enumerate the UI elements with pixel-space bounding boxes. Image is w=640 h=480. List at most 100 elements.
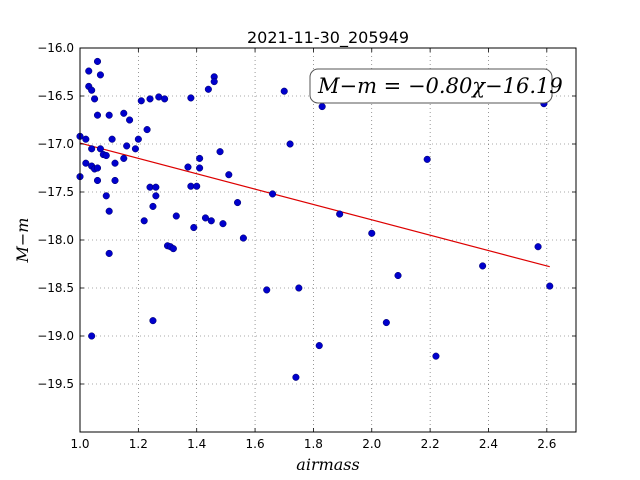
points-layer (76, 57, 554, 381)
data-point (102, 192, 110, 200)
data-point (234, 199, 242, 207)
x-tick-label: 1.6 (246, 437, 265, 451)
data-point (286, 140, 294, 148)
data-point (187, 94, 195, 102)
y-tick-label: −18.5 (37, 281, 74, 295)
data-point (269, 190, 277, 198)
grid (79, 47, 576, 432)
data-point (149, 317, 157, 325)
ticks: 1.0 1.2 1.4 1.6 1.8 2.0 2.2 2.4 2.6 −16.0 −16.5 −17… (37, 41, 576, 451)
data-point (105, 207, 113, 215)
annotation-box (309, 68, 553, 104)
data-point (111, 159, 119, 167)
x-tick-label: 1.2 (129, 437, 148, 451)
data-point (318, 103, 326, 111)
data-point (546, 282, 554, 290)
x-axis-label: airmass (296, 455, 359, 474)
data-point (368, 229, 376, 237)
data-point (336, 210, 344, 218)
data-point (93, 176, 102, 185)
data-point (152, 192, 160, 200)
data-point (219, 220, 227, 228)
data-point (137, 97, 145, 105)
data-point (239, 234, 247, 242)
data-point (295, 284, 303, 292)
chart-title: 2021-11-30_205949 (247, 28, 409, 48)
data-point (140, 217, 148, 225)
data-point (96, 71, 104, 79)
y-tick-label: −16.5 (37, 89, 74, 103)
plot-frame (79, 47, 577, 433)
data-point (126, 116, 134, 124)
data-point (534, 243, 542, 251)
data-point (382, 319, 390, 327)
data-point (423, 155, 431, 163)
x-tick-label: 2.6 (537, 437, 556, 451)
data-point (85, 67, 93, 75)
data-point (93, 164, 102, 172)
data-point (263, 286, 271, 294)
data-point (93, 111, 102, 119)
data-point (108, 135, 116, 143)
fit-equation: M−m = −0.80χ−16.19 (317, 74, 563, 98)
data-point (93, 57, 102, 65)
data-point (280, 87, 288, 95)
x-tick-label: 2.2 (421, 437, 440, 451)
y-tick-label: −18.0 (37, 233, 74, 247)
data-point (193, 182, 201, 190)
fit-line-layer (79, 142, 550, 268)
y-tick-label: −16.0 (37, 41, 74, 55)
data-point (120, 109, 128, 117)
data-point (134, 135, 142, 143)
data-point (111, 176, 119, 185)
data-point (82, 159, 90, 167)
data-point (315, 342, 323, 350)
data-point (105, 111, 113, 119)
y-axis-label: M−m (13, 218, 32, 264)
data-point (201, 214, 210, 222)
data-point (394, 271, 402, 280)
x-tick-label: 2.4 (479, 437, 498, 451)
data-point (123, 142, 131, 150)
data-point (91, 95, 99, 103)
data-point (105, 249, 113, 257)
data-point (149, 202, 157, 210)
x-tick-label: 1.0 (70, 437, 89, 451)
data-point (88, 332, 96, 340)
data-point (190, 223, 198, 232)
data-point (146, 95, 154, 103)
data-point (102, 151, 110, 160)
data-point (161, 95, 169, 103)
data-point (210, 78, 218, 86)
annotation: M−m = −0.80χ−16.19 (309, 68, 563, 104)
data-point (196, 154, 204, 162)
y-tick-label: −17.5 (37, 185, 74, 199)
data-point (216, 148, 224, 156)
data-point (88, 86, 96, 94)
y-tick-label: −19.0 (37, 329, 74, 343)
data-point (196, 164, 204, 172)
data-point (204, 85, 212, 93)
data-point (131, 145, 139, 153)
fit-line (79, 142, 550, 268)
data-point (292, 373, 300, 381)
y-tick-label: −19.5 (37, 377, 74, 391)
x-tick-label: 1.4 (187, 437, 206, 451)
data-point (96, 145, 104, 153)
x-tick-label: 2.0 (362, 437, 381, 451)
data-point (225, 171, 233, 179)
data-point (152, 183, 160, 191)
data-point (172, 212, 180, 220)
x-tick-label: 1.8 (304, 437, 323, 451)
data-point (120, 154, 128, 162)
data-point (184, 163, 192, 171)
data-point (143, 126, 151, 134)
data-point (479, 262, 487, 270)
data-point (169, 245, 177, 253)
y-tick-label: −17.0 (37, 137, 74, 151)
data-point (207, 217, 215, 225)
data-point (432, 352, 440, 360)
data-point (88, 145, 96, 153)
data-point (82, 135, 90, 143)
